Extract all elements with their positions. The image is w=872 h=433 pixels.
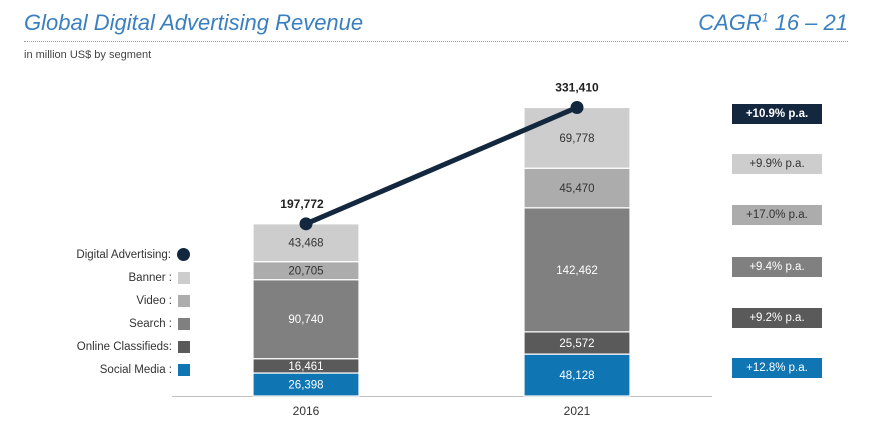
bar-segment [523, 207, 631, 333]
total-point [299, 217, 313, 231]
cagr-title: CAGR1 16 – 21 [698, 10, 848, 36]
legend-item: Video : [30, 289, 190, 312]
bar-value-label: 26,398 [288, 380, 323, 392]
legend-swatch [178, 340, 190, 353]
cagr-footnote-marker: 1 [761, 10, 769, 25]
x-tick-label: 2021 [564, 404, 591, 418]
bar-segment [252, 279, 360, 360]
legend-label: Banner : [128, 271, 172, 284]
cagr-period: 16 – 21 [768, 10, 848, 35]
bar-segment [523, 353, 631, 397]
legend-swatch [178, 317, 190, 330]
legend-label: Search : [129, 317, 172, 330]
total-value-label: 197,772 [280, 197, 324, 211]
x-tick-label: 2016 [293, 404, 320, 418]
total-value-label: 331,410 [555, 80, 599, 94]
legend-swatch [178, 271, 190, 284]
cagr-badge: +9.4% p.a. [732, 257, 822, 277]
legend-swatch [178, 363, 190, 376]
total-point [570, 100, 584, 114]
bar-value-label: 142,462 [556, 265, 598, 277]
cagr-badge: +10.9% p.a. [732, 104, 822, 124]
bar-value-label: 43,468 [288, 238, 323, 250]
legend-label: Digital Advertising: [76, 248, 171, 261]
bar-value-label: 45,470 [559, 183, 594, 195]
bar-value-label: 90,740 [288, 314, 323, 326]
chart-subtitle: in million US$ by segment [24, 49, 152, 61]
total-line [303, 104, 580, 227]
legend-label: Online Classifieds: [76, 340, 172, 353]
cagr-badge: +9.9% p.a. [732, 154, 822, 174]
bar-segment [523, 106, 631, 169]
legend-item: Social Media : [30, 358, 190, 381]
title-divider [24, 41, 848, 42]
legend-item: Digital Advertising: [30, 243, 190, 266]
legend-item: Banner : [30, 266, 190, 289]
legend-dot-marker [177, 248, 190, 261]
legend-label: Video : [136, 294, 172, 307]
cagr-badge: +12.8% p.a. [732, 358, 822, 378]
legend: Digital Advertising: Banner : Video : Searc… [30, 243, 190, 381]
legend-item: Search : [30, 312, 190, 335]
legend-item: Online Classifieds: [30, 335, 190, 358]
bar-value-label: 48,128 [559, 370, 594, 382]
bar-value-label: 69,778 [559, 133, 594, 145]
cagr-badge: +17.0% p.a. [732, 205, 822, 225]
cagr-badge: +9.2% p.a. [732, 308, 822, 328]
bar-value-label: 16,461 [288, 361, 323, 373]
cagr-label: CAGR [698, 10, 762, 35]
legend-label: Social Media : [99, 363, 172, 376]
bar-value-label: 25,572 [559, 338, 594, 350]
legend-swatch [178, 294, 190, 307]
bar-segment [523, 167, 631, 209]
chart-title: Global Digital Advertising Revenue [24, 10, 364, 35]
bar-value-label: 20,705 [288, 266, 323, 278]
